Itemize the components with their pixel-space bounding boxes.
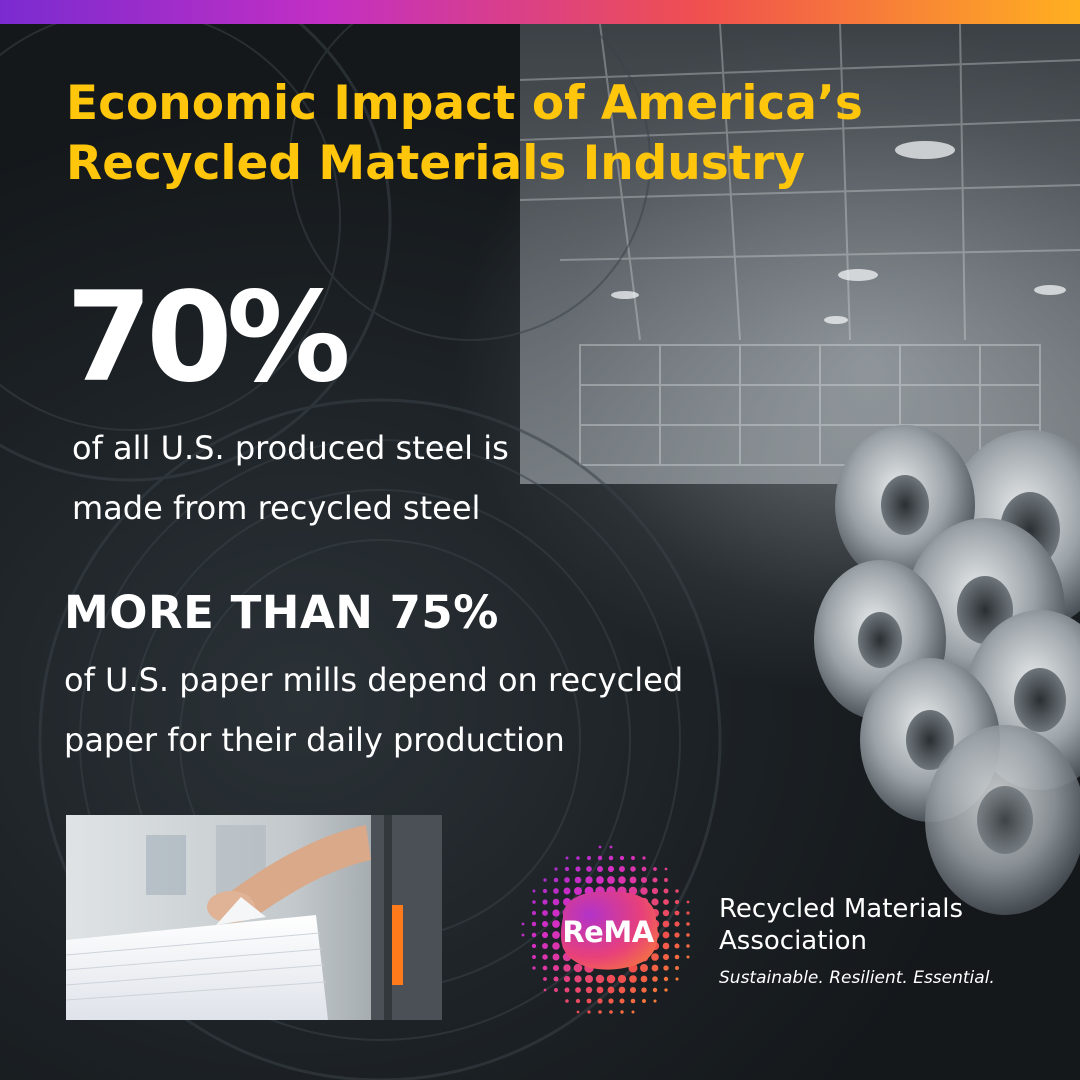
paper-stack-illustration (66, 815, 442, 1020)
steel-stat-description: of all U.S. produced steel is made from … (72, 418, 509, 538)
steel-desc-line-2: made from recycled steel (72, 489, 481, 527)
rema-logo: ReMA (518, 842, 698, 1026)
steel-stat-value: 70% (66, 266, 351, 410)
org-name-line-2: Association (719, 926, 868, 956)
title-line-2: Recycled Materials Industry (66, 136, 806, 191)
paper-desc-line-2: paper for their daily production (64, 721, 565, 759)
paper-desc-line-1: of U.S. paper mills depend on recycled (64, 661, 684, 699)
organization-name: Recycled Materials Association (719, 893, 963, 957)
paper-stat-value: MORE THAN 75% (64, 586, 499, 639)
steel-desc-line-1: of all U.S. produced steel is (72, 429, 509, 467)
paper-stack-photo (66, 815, 442, 1020)
rema-dot-mark (521, 845, 690, 1014)
rema-logo-text: ReMA (562, 915, 654, 949)
organization-tagline: Sustainable. Resilient. Essential. (719, 968, 995, 988)
gradient-top-bar (0, 0, 1080, 24)
paper-stat-description: of U.S. paper mills depend on recycled p… (64, 650, 683, 770)
title-line-1: Economic Impact of America’s (66, 76, 863, 131)
org-name-line-1: Recycled Materials (719, 894, 964, 924)
page-title: Economic Impact of America’s Recycled Ma… (66, 74, 863, 194)
